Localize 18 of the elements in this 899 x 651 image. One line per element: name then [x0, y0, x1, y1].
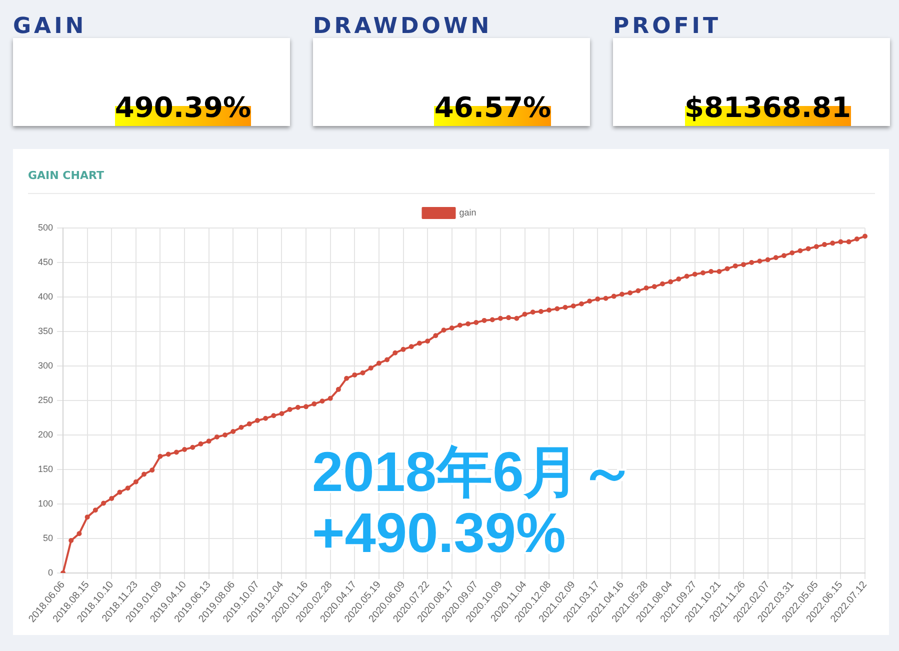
- y-tick-label: 0: [48, 567, 54, 578]
- y-tick-label: 250: [38, 394, 54, 405]
- y-tick-label: 100: [38, 498, 54, 508]
- annotation: +490.39%: [312, 501, 567, 564]
- chart-title: GAIN CHART: [28, 169, 104, 182]
- y-tick-label: 350: [38, 326, 54, 336]
- annotation: 2018年6月～: [312, 440, 636, 503]
- y-tick-label: 150: [38, 464, 54, 474]
- y-tick-label: 200: [38, 429, 54, 440]
- y-tick-label: 450: [38, 256, 54, 267]
- y-tick-label: 300: [38, 360, 54, 370]
- text: GAIN: [13, 14, 87, 40]
- text: DRAWDOWN: [313, 14, 492, 40]
- y-tick-label: 500: [38, 222, 54, 232]
- text: PROFIT: [613, 14, 721, 40]
- y-tick-label: 400: [38, 291, 54, 302]
- y-tick-label: 50: [43, 532, 54, 543]
- legend-label: gain: [459, 207, 476, 218]
